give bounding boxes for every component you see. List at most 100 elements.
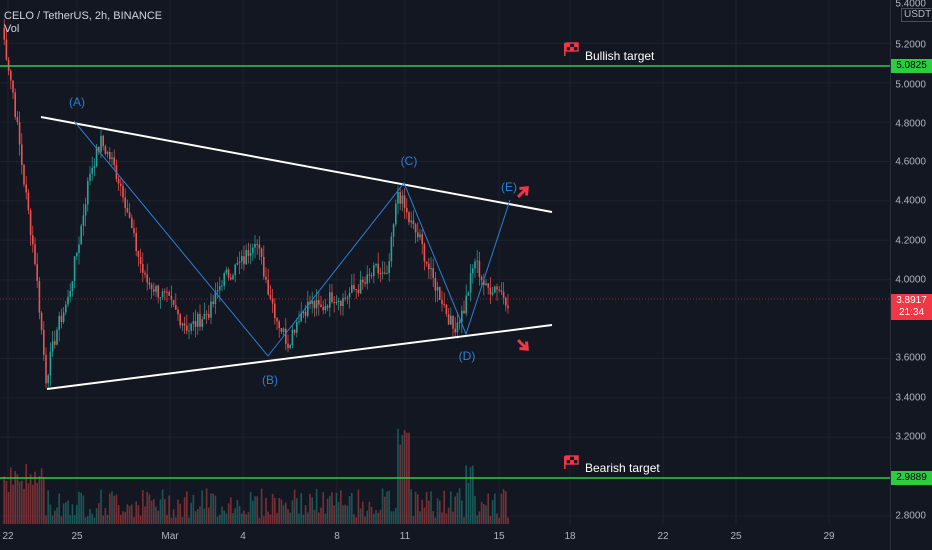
volume-bar — [485, 505, 487, 524]
volume-bar — [32, 484, 34, 524]
volume-bar — [122, 511, 124, 524]
triangle-upper-line — [40, 116, 553, 213]
triangle-lower-line — [46, 324, 553, 390]
volume-bar — [93, 517, 96, 524]
candle-body — [232, 275, 234, 280]
volume-bar — [337, 501, 340, 524]
price-axis[interactable] — [890, 0, 932, 550]
candle-body — [243, 256, 245, 265]
candle-body — [342, 297, 344, 307]
volume-bar — [69, 515, 71, 524]
volume-bar — [472, 465, 474, 524]
candle-body — [267, 279, 269, 295]
volume-bar — [326, 498, 329, 524]
candle-body — [100, 135, 102, 152]
volume-bar — [183, 497, 186, 524]
volume-bar — [461, 500, 463, 524]
volume-bar — [487, 493, 489, 524]
candle-body — [36, 264, 38, 281]
volume-bar — [131, 504, 133, 524]
volume-bar — [153, 499, 155, 524]
volume-bar — [56, 507, 58, 524]
volume-bar — [232, 513, 234, 524]
volume-bar — [71, 504, 74, 524]
candle-body — [12, 80, 14, 93]
candle-body — [463, 310, 465, 314]
volume-bar — [377, 512, 379, 524]
volume-bar — [287, 509, 289, 524]
volume-bar — [51, 515, 54, 524]
volume-bar — [386, 491, 388, 524]
volume-bar — [87, 516, 89, 524]
volume-bar — [155, 506, 157, 524]
volume-bar — [276, 513, 278, 524]
candle-body — [344, 297, 346, 299]
candle-body — [214, 291, 217, 305]
candle-body — [256, 243, 258, 245]
candle-body — [278, 321, 280, 329]
volume-bar — [254, 496, 256, 524]
volume-bar — [357, 489, 360, 524]
candle-body — [175, 304, 177, 310]
candle-body — [362, 279, 364, 283]
candle-body — [131, 217, 133, 229]
candle-body — [106, 152, 109, 154]
volume-bar — [139, 515, 142, 524]
volume-bar — [214, 495, 217, 524]
volume-bar — [296, 498, 298, 524]
candle-body — [375, 263, 377, 266]
x-tick-label: 22 — [657, 531, 669, 542]
volume-bar — [368, 501, 371, 524]
bullish-price-tag: 5.0825 — [891, 59, 932, 73]
wave-label-d: (D) — [458, 349, 476, 363]
volume-bar — [450, 491, 452, 524]
volume-bar — [269, 514, 272, 524]
volume-bar — [320, 507, 322, 524]
candle-body — [161, 291, 164, 298]
x-tick-label: 22 — [2, 531, 14, 542]
arrow-up-icon — [516, 186, 529, 199]
volume-bar — [201, 490, 203, 524]
volume-bar — [381, 488, 384, 524]
volume-bar — [126, 504, 129, 524]
volume-bar — [362, 501, 364, 524]
candle-body — [381, 272, 384, 274]
candle-body — [274, 303, 276, 319]
candle-body — [271, 298, 274, 304]
grid — [0, 0, 890, 525]
volume-bar — [414, 491, 417, 524]
candle-body — [498, 289, 500, 291]
volume-bar — [483, 504, 485, 524]
volume-bar — [227, 503, 230, 524]
volume-bar — [410, 489, 412, 524]
candle-body — [23, 164, 25, 185]
volume-bar — [335, 492, 338, 524]
candle-body — [351, 285, 353, 293]
y-tick-label: 4.4000 — [895, 195, 926, 207]
candle-body — [410, 220, 412, 223]
candle-body — [265, 276, 267, 280]
candle-body — [133, 228, 135, 234]
volume-bar — [307, 512, 309, 524]
currency-label[interactable]: USDT — [901, 8, 932, 22]
bullish-target-label: Bullish target — [585, 49, 655, 63]
volume-bar — [164, 498, 166, 524]
volume-bar — [507, 517, 509, 524]
volume-bar — [124, 511, 126, 524]
volume-bar — [23, 488, 25, 524]
candle-body — [434, 277, 437, 291]
candle-body — [21, 144, 23, 165]
candle-body — [337, 300, 340, 302]
volume-bar — [135, 501, 137, 524]
y-tick-label: 3.4000 — [895, 392, 926, 404]
candle-body — [282, 328, 285, 332]
volume-bar — [412, 515, 415, 524]
volume-bar — [263, 516, 265, 524]
candle-body — [403, 195, 406, 208]
candle-body — [322, 307, 324, 311]
candle-body — [260, 248, 263, 257]
volume-bar — [456, 492, 459, 524]
volume-bar — [210, 493, 212, 524]
candle-body — [197, 313, 199, 327]
